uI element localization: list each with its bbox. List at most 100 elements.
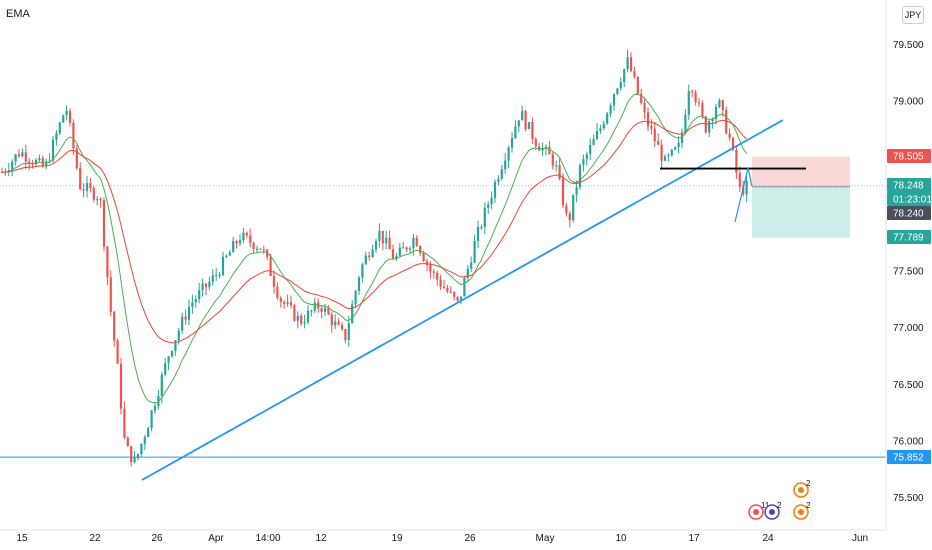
price-tag-bg [887,192,931,206]
price-tag: 78.505 [887,149,931,163]
candle-body [456,296,459,301]
candle-body [483,207,486,228]
candle-body [276,286,279,298]
candle-body [89,183,92,189]
candle-body [595,130,599,140]
candle-body [521,111,524,121]
x-tick-label: 15 [16,533,28,544]
price-tag-label: 77.789 [893,233,924,244]
candle-body [708,121,711,133]
ema-lines [1,93,748,404]
candle-body [442,286,446,289]
candle-body [578,165,582,188]
candle-body [272,275,276,287]
x-tick-label: 19 [391,533,403,544]
candle-body [368,255,371,258]
event-marker: 2 [764,501,782,520]
indicator-label[interactable]: EMA [6,8,30,20]
candle-body [439,279,442,287]
candle-body [742,186,745,195]
candle-body [527,122,531,130]
candle-body [609,105,612,114]
y-tick-label: 79.000 [893,97,924,108]
candle-body [670,149,673,156]
y-tick-label: 76.500 [893,380,924,391]
y-tick-label: 77.500 [893,267,924,278]
candle-body [269,257,272,276]
candle-body [28,161,31,163]
candle-body [582,159,585,166]
price-tag: 75.852 [887,450,931,464]
candle-body [517,120,520,127]
candle-body [589,144,592,155]
candle-body [381,230,384,244]
candle-body [623,69,626,83]
candle-body [470,262,473,269]
price-tag-bg [887,206,931,220]
candle-body [612,94,616,106]
candle-body [279,297,282,302]
candle-body [378,230,381,241]
candle-body [14,154,17,162]
price-tag-bg [887,178,931,192]
price-tags: 78.505 78.248 01:23:01 78.240 77.789 75.852 [887,149,932,464]
candle-body [238,240,242,244]
candle-body [310,310,313,312]
candle-body [599,128,602,131]
candle-body [718,100,721,107]
candle-body [541,148,544,151]
candle-body [385,237,388,244]
candle-body [701,103,704,117]
candle-body [361,264,364,278]
candle-body [395,255,398,259]
candle-body [191,302,194,307]
candle-body [92,188,95,200]
candle-body [48,160,51,162]
candle-body [364,255,367,265]
candle-body [327,307,330,315]
event-marker: 2 [793,501,811,520]
candle-body [490,197,493,205]
candle-body [473,240,476,263]
candle-body [674,147,677,150]
candle-body [174,340,177,351]
candle-body [347,323,350,341]
candle-body [344,329,347,341]
candle-body [419,246,422,254]
candle-body [99,199,102,201]
candle-body [143,437,146,444]
candle-body [408,248,412,250]
drawing-tools [0,119,886,481]
event-marker-dot [769,509,775,515]
candle-body [133,457,136,463]
candle-body [58,122,61,134]
candle-body [160,374,163,396]
candle-body [7,169,10,172]
price-tag: 78.248 [887,178,931,192]
candle-body [337,321,340,325]
candle-body [228,252,231,256]
candle-body [262,249,265,251]
candle-body [41,158,44,167]
x-tick-label: 26 [151,533,163,544]
candle-body [453,291,456,297]
candle-body [667,155,670,157]
x-tick-label: 22 [89,533,101,544]
event-markers: 11 2 2 2 [748,479,811,520]
x-tick-label: 17 [688,533,700,544]
candle-body [534,139,537,147]
candle-body [204,283,208,288]
currency-badge[interactable]: JPY [902,6,924,24]
candle-body [113,311,116,341]
candle-body [334,321,337,326]
x-tick-label: Jun [852,533,868,544]
candle-body [640,93,643,104]
candle-body [725,110,728,134]
candle-body [45,161,48,167]
candle-body [694,92,697,103]
candle-body [565,205,568,214]
candle-body [738,172,741,187]
candle-body [432,271,435,273]
candle-body [626,57,629,70]
